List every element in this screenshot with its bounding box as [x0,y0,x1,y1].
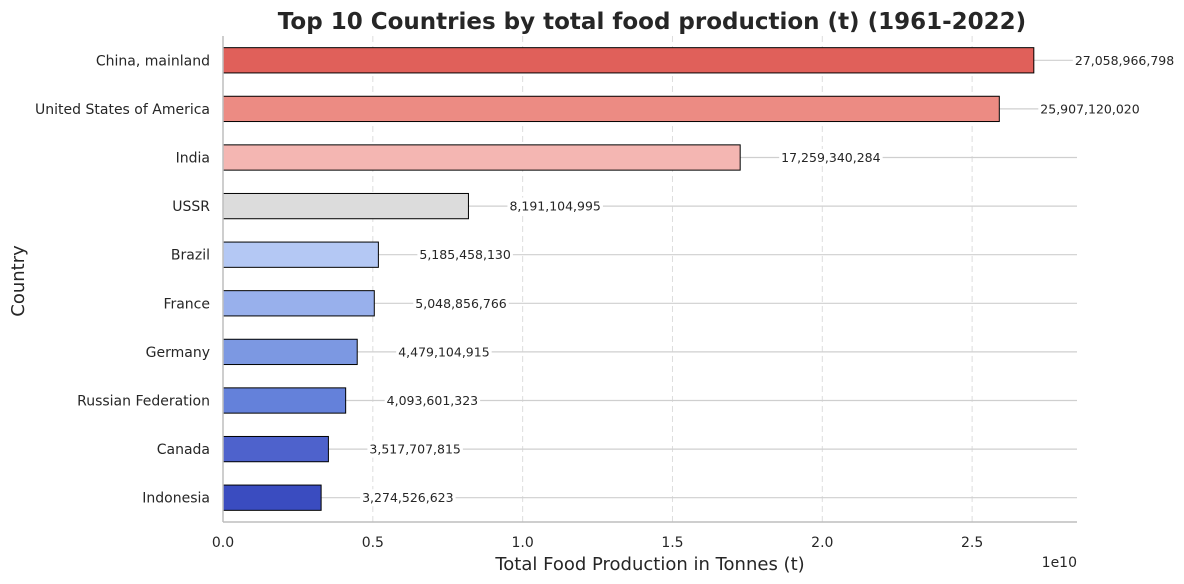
y-tick-label: USSR [172,199,210,215]
x-axis-label: Total Food Production in Tonnes (t) [494,554,804,575]
bars: 27,058,966,798 25,907,120,020 17,259,340,2… [222,47,1177,511]
bar-value-label: 5,048,856,766 [415,296,506,311]
value-label-background [360,489,456,507]
axes: China, mainland United States of America I… [35,36,1077,551]
bar [222,144,741,171]
x-axis-offset-label: 1e10 [1042,555,1077,571]
value-label-background [779,149,883,166]
x-tick-label: 1.5 [661,535,683,551]
value-label-background [1072,51,1177,69]
bar-value-label: 27,058,966,798 [1075,53,1174,68]
value-label-background [417,246,513,264]
bar [222,47,1035,74]
bar [222,95,1000,123]
bar [222,192,469,220]
bar-value-label: 3,517,707,815 [369,442,460,457]
value-label-background [384,392,481,409]
bar-value-label: 4,479,104,915 [398,344,489,359]
bar-value-label: 4,093,601,323 [387,393,478,408]
y-tick-label: Indonesia [142,491,210,507]
y-tick-label: Germany [146,345,210,361]
bar [222,338,358,366]
y-tick-label: China, mainland [96,53,210,69]
bar [222,241,379,268]
y-axis-label: Country [8,245,29,317]
bar-value-label: 17,259,340,284 [781,150,880,165]
bar-value-label: 25,907,120,020 [1040,101,1139,116]
bar [222,435,329,463]
bar [222,484,322,511]
y-tick-label: Russian Federation [77,394,210,410]
x-tick-label: 2.0 [811,535,833,551]
bar-value-label: 3,274,526,623 [362,490,453,505]
value-label-background [1038,100,1142,118]
y-tick-label: United States of America [35,102,210,118]
chart-title: Top 10 Countries by total food productio… [278,9,1026,35]
y-tick-label: Brazil [171,248,210,264]
x-tick-label: 0.0 [212,535,234,551]
y-tick-label: Canada [157,442,210,458]
bar-value-label: 8,191,104,995 [509,199,600,214]
value-label-background [507,197,603,215]
bar-value-label: 5,185,458,130 [419,247,510,262]
bar [222,290,375,317]
y-tick-label: India [176,151,210,167]
x-tick-label: 0.5 [362,535,384,551]
value-label-background [396,343,492,361]
y-tick-label: France [163,296,210,312]
value-label-background [413,294,509,312]
x-tick-label: 1.0 [512,535,534,551]
x-tick-label: 2.5 [961,535,983,551]
value-label-background [367,440,463,458]
bar [222,387,347,414]
